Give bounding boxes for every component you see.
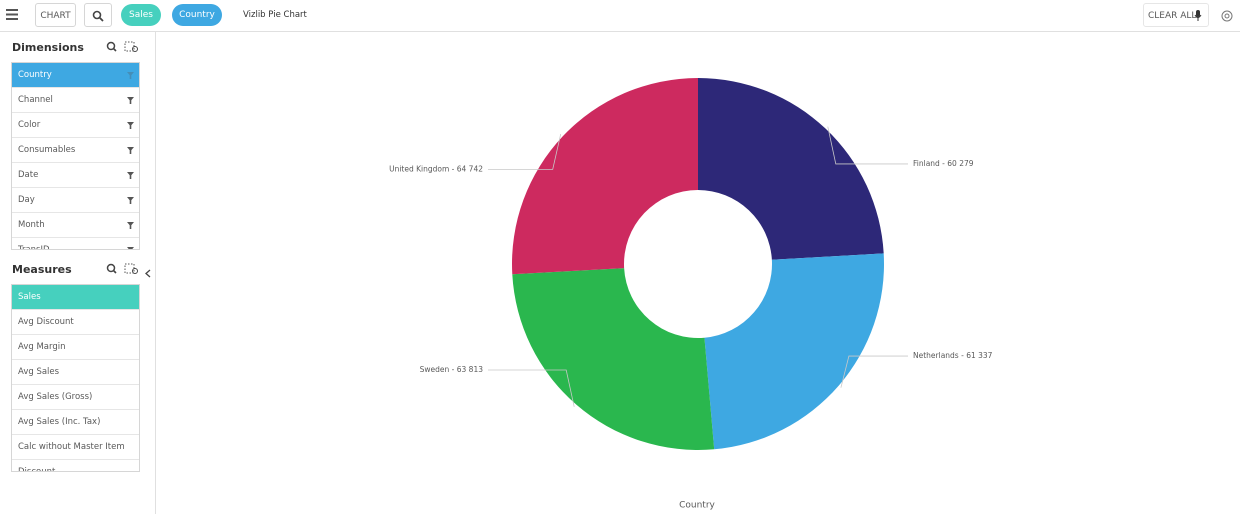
clear-all-button[interactable]: CLEAR ALL (1143, 3, 1209, 27)
list-item[interactable]: Month (12, 213, 139, 238)
filter-icon (127, 197, 134, 204)
donut-slice (512, 268, 715, 450)
sidebar: Dimensions Country Channel Color Consumable… (0, 32, 156, 514)
leader-line (488, 369, 575, 407)
item-label: Day (18, 195, 35, 205)
list-item[interactable]: Avg Sales (Inc. Tax) (12, 410, 139, 435)
list-item[interactable]: Consumables (12, 138, 139, 163)
list-item[interactable]: Sales (12, 285, 139, 310)
item-label: Avg Sales (18, 367, 60, 377)
list-item[interactable]: Channel (12, 88, 139, 113)
list-item[interactable]: Date (12, 163, 139, 188)
data-label: United Kingdom - 64 742 (389, 164, 483, 173)
filter-icon (127, 122, 134, 129)
panel-tools[interactable] (106, 263, 140, 275)
sheet-title: Vizlib Pie Chart (243, 10, 307, 20)
collapse-button[interactable] (145, 269, 151, 278)
chart-button[interactable]: CHART (35, 3, 76, 27)
leader-line (840, 355, 908, 388)
filter-icon (127, 97, 134, 104)
donut-slice (512, 78, 698, 275)
item-label: Avg Margin (18, 342, 66, 352)
item-label: Channel (18, 95, 53, 105)
list-item[interactable]: Day (12, 188, 139, 213)
item-label: Discount (18, 467, 56, 472)
list-item[interactable]: Discount (12, 460, 139, 472)
data-label: Sweden - 63 813 (420, 365, 484, 374)
toolbar: CHART Sales Country Vizlib Pie Chart CLE… (0, 0, 1240, 32)
search-button[interactable] (84, 3, 112, 27)
dimensions-list: Country Channel Color Consumables Date Day Mon… (11, 62, 140, 250)
menu-icon[interactable] (6, 9, 18, 20)
settings-icon[interactable] (1221, 10, 1233, 22)
filter-icon (127, 247, 134, 249)
list-item[interactable]: Avg Sales (12, 360, 139, 385)
list-item[interactable]: TransID (12, 238, 139, 250)
item-label: TransID (18, 245, 50, 250)
donut-slice (698, 78, 884, 260)
item-label: Country (18, 70, 52, 80)
selection-pill[interactable]: Sales (121, 4, 161, 26)
item-label: Avg Sales (Inc. Tax) (18, 417, 101, 427)
item-label: Avg Discount (18, 317, 74, 327)
leader-line (488, 134, 562, 170)
donut-slice (704, 253, 884, 450)
filter-icon (127, 72, 134, 79)
item-label: Calc without Master Item (18, 442, 125, 452)
list-item[interactable]: Avg Sales (Gross) (12, 385, 139, 410)
item-label: Date (18, 170, 39, 180)
data-label: Finland - 60 279 (913, 159, 974, 168)
filter-icon (127, 222, 134, 229)
item-label: Consumables (18, 145, 76, 155)
measures-title: Measures (12, 263, 72, 276)
list-item[interactable]: Avg Margin (12, 335, 139, 360)
measures-list: Sales Avg Discount Avg Margin Avg Sales Avg … (11, 284, 140, 472)
filter-icon (127, 172, 134, 179)
filter-icon (127, 147, 134, 154)
list-item[interactable]: Calc without Master Item (12, 435, 139, 460)
item-label: Avg Sales (Gross) (18, 392, 93, 402)
list-item[interactable]: Avg Discount (12, 310, 139, 335)
item-label: Month (18, 220, 45, 230)
data-label: Netherlands - 61 337 (913, 351, 993, 360)
axis-title: Country (679, 501, 715, 511)
list-item[interactable]: Country (12, 63, 139, 88)
panel-tools[interactable] (106, 41, 140, 53)
item-label: Color (18, 120, 41, 130)
leader-line (827, 126, 908, 165)
item-label: Sales (18, 292, 41, 302)
clear-all-label: CLEAR ALL (1148, 11, 1197, 21)
list-item[interactable]: Color (12, 113, 139, 138)
selection-pill[interactable]: Country (172, 4, 222, 26)
dimensions-title: Dimensions (12, 41, 84, 54)
